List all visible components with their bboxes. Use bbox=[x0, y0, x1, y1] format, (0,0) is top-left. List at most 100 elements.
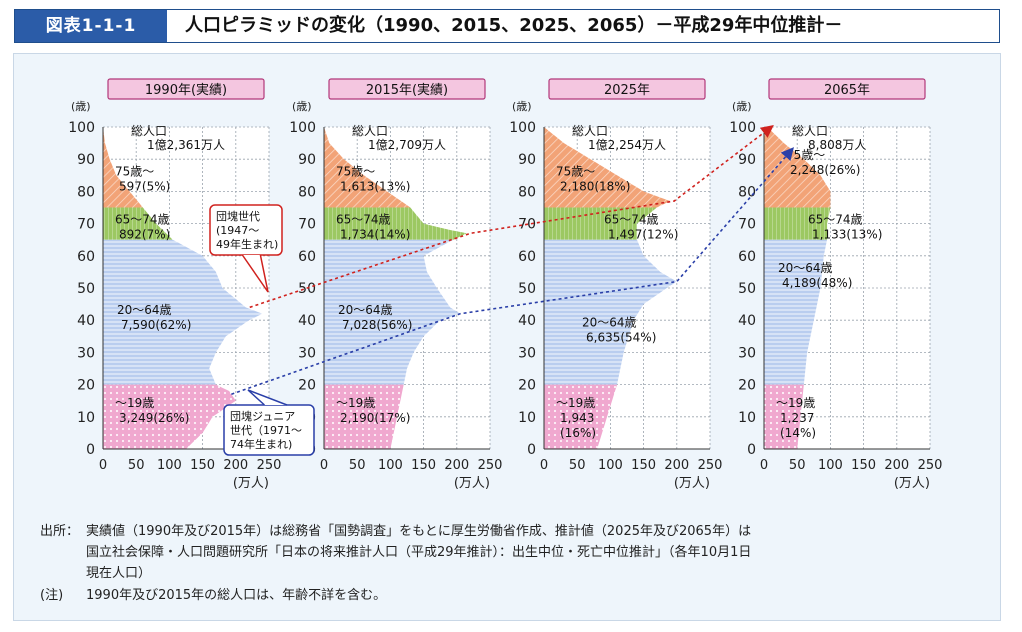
group-label-line: 20～64歳 bbox=[117, 303, 172, 317]
x-tick-label: 250 bbox=[918, 458, 943, 473]
label-age-75-plus: 75歳～597(5%) bbox=[115, 164, 170, 193]
band-age-65-74 bbox=[103, 207, 173, 240]
chart-header-box bbox=[548, 78, 706, 100]
y-tick-label: 50 bbox=[77, 281, 95, 297]
y-axis-unit: (歳) bbox=[732, 100, 752, 113]
x-tick-label: 0 bbox=[99, 458, 107, 473]
x-tick-label: 100 bbox=[598, 458, 623, 473]
y-tick-label: 80 bbox=[738, 184, 756, 200]
x-tick-label: 50 bbox=[569, 458, 586, 473]
group-label-line: 1,133(13%) bbox=[812, 228, 882, 242]
group-label-line: ～19歳 bbox=[336, 396, 375, 410]
group-label-line: ～19歳 bbox=[556, 396, 595, 410]
group-label-line: 20～64歳 bbox=[582, 316, 637, 330]
source-label: 出所： bbox=[40, 524, 80, 539]
group-label-line: 65～74歳 bbox=[115, 213, 170, 227]
band-age-0-19 bbox=[324, 384, 404, 449]
band-age-75-plus bbox=[544, 127, 671, 208]
band-age-20-64 bbox=[324, 239, 461, 385]
y-tick-label: 100 bbox=[68, 120, 95, 136]
y-tick-label: 90 bbox=[77, 152, 95, 168]
band-age-20-64 bbox=[544, 239, 677, 385]
group-label-line: 20～64歳 bbox=[778, 261, 833, 275]
band-age-75-plus bbox=[103, 127, 143, 208]
chart-title: 2025年 bbox=[604, 83, 650, 98]
group-label-line: 65～74歳 bbox=[808, 213, 863, 227]
x-tick-label: 0 bbox=[540, 458, 548, 473]
callout-text: 74年生まれ) bbox=[230, 437, 292, 451]
y-tick-label: 80 bbox=[77, 184, 95, 200]
group-label-line: (16%) bbox=[560, 426, 596, 440]
group-label-line: 3,249(26%) bbox=[119, 411, 189, 425]
group-label-line: 20～64歳 bbox=[338, 303, 393, 317]
total-population-label: 総人口 bbox=[131, 124, 167, 138]
x-tick-label: 150 bbox=[411, 458, 436, 473]
group-label-line: 1,734(14%) bbox=[340, 228, 410, 242]
band-age-0-19 bbox=[544, 384, 618, 449]
x-tick-label: 50 bbox=[789, 458, 806, 473]
band-age-65-74 bbox=[764, 207, 831, 240]
pyramid-chart-2: 2015年(実績)(歳)0102030405060708090100050100… bbox=[289, 78, 502, 491]
y-tick-label: 30 bbox=[77, 345, 95, 361]
group-label-line: 2,180(18%) bbox=[560, 179, 630, 193]
y-axis-unit: (歳) bbox=[71, 100, 91, 113]
y-tick-label: 100 bbox=[509, 120, 536, 136]
total-population-value: 8,808万人 bbox=[808, 138, 866, 152]
y-tick-label: 100 bbox=[729, 120, 756, 136]
group-label-line: 1,497(12%) bbox=[608, 228, 678, 242]
label-age-75-plus: 75歳～2,180(18%) bbox=[556, 164, 630, 193]
y-tick-label: 0 bbox=[747, 442, 756, 458]
y-tick-label: 60 bbox=[518, 249, 536, 265]
y-tick-label: 60 bbox=[77, 249, 95, 265]
chart-title: 2015年(実績) bbox=[366, 82, 448, 98]
y-tick-label: 0 bbox=[527, 442, 536, 458]
group-label-line: 6,635(54%) bbox=[586, 331, 656, 345]
chart-header-box bbox=[768, 78, 926, 100]
x-axis-unit: (万人) bbox=[233, 476, 269, 491]
y-tick-label: 10 bbox=[738, 410, 756, 426]
group-label-line: 75歳～ bbox=[115, 164, 154, 178]
y-tick-label: 10 bbox=[77, 410, 95, 426]
band-age-65-74 bbox=[324, 207, 467, 240]
x-tick-label: 250 bbox=[257, 458, 282, 473]
chart-title: 1990年(実績) bbox=[145, 82, 227, 98]
chart-title: 2065年 bbox=[824, 83, 870, 98]
band-age-20-64 bbox=[103, 239, 263, 385]
x-tick-label: 50 bbox=[128, 458, 145, 473]
y-tick-label: 40 bbox=[77, 313, 95, 329]
callout-tail bbox=[247, 389, 288, 406]
band-age-75-plus bbox=[764, 127, 831, 208]
group-label-line: (14%) bbox=[780, 426, 816, 440]
y-tick-label: 20 bbox=[518, 378, 536, 394]
y-tick-label: 30 bbox=[738, 345, 756, 361]
callout-tail bbox=[241, 254, 269, 293]
y-tick-label: 80 bbox=[518, 184, 536, 200]
y-tick-label: 30 bbox=[298, 345, 316, 361]
group-label-line: 597(5%) bbox=[119, 179, 170, 193]
callout-text: 世代（1971～ bbox=[230, 424, 302, 437]
x-tick-label: 0 bbox=[760, 458, 768, 473]
pyramid-chart-4: 2065年 (歳) 0 10 20 30 40 50 60 70 80 90 100 0 50 100 150 2… bbox=[729, 78, 943, 491]
band-age-75-plus bbox=[324, 127, 411, 208]
y-tick-label: 50 bbox=[518, 281, 536, 297]
y-tick-label: 70 bbox=[738, 217, 756, 233]
y-tick-label: 0 bbox=[86, 442, 95, 458]
y-tick-label: 30 bbox=[518, 345, 536, 361]
y-tick-label: 60 bbox=[298, 249, 316, 265]
y-tick-label: 40 bbox=[738, 313, 756, 329]
y-axis-unit: (歳) bbox=[512, 100, 532, 113]
note-label: (注) bbox=[40, 588, 64, 603]
y-tick-label: 70 bbox=[298, 217, 316, 233]
group-label-line: ～19歳 bbox=[115, 396, 154, 410]
dankai-callout: 団塊世代(1947～49年生まれ) bbox=[209, 204, 283, 293]
pyramid-chart-1: 1990年(実績) (歳) 0 10 20 30 40 50 60 70 80 90 100 0 50 100… bbox=[68, 78, 282, 491]
